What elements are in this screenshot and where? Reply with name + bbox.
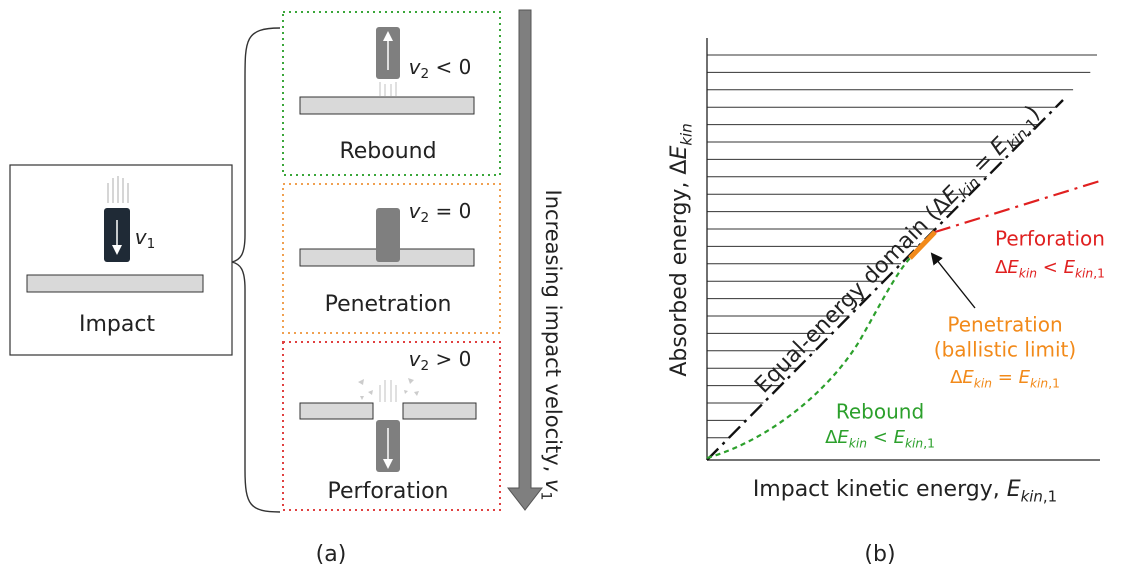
text-part: Equal-energy domain (	[750, 202, 944, 398]
text-part: E	[894, 427, 906, 448]
x-axis-label: Impact kinetic energy, Ekin,1	[753, 477, 1057, 505]
text-part: kin	[1030, 376, 1048, 390]
region-relation: ΔEkin = Ekin,1	[950, 367, 1060, 390]
region-name: Perforation	[995, 227, 1105, 251]
text-part: Δ	[667, 160, 692, 175]
text-part: < 0	[429, 55, 471, 79]
region-relation: ΔEkin < Ekin,1	[995, 257, 1105, 280]
text-part: ,1	[923, 436, 935, 450]
text-part: Impact kinetic energy,	[753, 477, 1007, 502]
text-part: E	[667, 146, 692, 160]
outcome-label: Rebound	[339, 139, 436, 164]
text-part: kin	[849, 436, 867, 450]
text-part: kin	[1075, 266, 1093, 280]
velocity-arrow	[508, 10, 542, 510]
text-part: 2	[420, 358, 429, 374]
text-part: ,1	[1043, 487, 1057, 505]
text-part: ,1	[1093, 266, 1105, 280]
text-part: kin	[974, 376, 992, 390]
caption: (a)	[316, 542, 347, 567]
caption: (b)	[864, 542, 895, 567]
text-part: kin	[905, 436, 923, 450]
text-part: kin	[677, 123, 695, 145]
figure: Impactv1Reboundv2 < 0Penetrationv2 = 0Pe…	[0, 0, 1123, 579]
text-part: kin	[1019, 266, 1037, 280]
impact-label: Impact	[79, 312, 155, 337]
text-part: E	[1019, 367, 1031, 388]
text-part: E	[1007, 257, 1019, 278]
region-name: Penetration	[947, 313, 1062, 337]
region-relation: ΔEkin < Ekin,1	[825, 427, 935, 450]
text-part: E	[837, 427, 849, 448]
text-part: Increasing impact velocity,	[541, 190, 565, 479]
text-part: 2	[420, 66, 429, 82]
outcome-condition: v2 > 0	[409, 347, 472, 375]
text-part: 1	[147, 236, 156, 252]
text-part: E	[1007, 477, 1021, 502]
text-part: Absorbed energy,	[667, 175, 692, 377]
outcome-label: Perforation	[328, 479, 449, 504]
outcome-label: Penetration	[325, 292, 452, 317]
region-name: Rebound	[836, 400, 924, 424]
text-part: = 0	[429, 199, 471, 223]
text-part: E	[1064, 257, 1076, 278]
text-part: =	[992, 367, 1019, 388]
brace	[232, 28, 280, 512]
text-part: ,1	[1048, 376, 1060, 390]
text-part: <	[1037, 257, 1064, 278]
text-part: Δ	[995, 257, 1008, 278]
text-part: v	[541, 479, 565, 492]
pointer-arrow	[932, 254, 975, 308]
text-part: <	[867, 427, 894, 448]
arrow-label: Increasing impact velocity, v1	[538, 190, 565, 501]
outcome-condition: v2 < 0	[409, 55, 472, 83]
text-part: kin	[1021, 487, 1043, 505]
text-part: 1	[538, 491, 554, 500]
region-note: (ballistic limit)	[934, 338, 1076, 362]
text-part: > 0	[429, 347, 471, 371]
text-part: 2	[420, 210, 429, 226]
y-axis-label: Absorbed energy, ΔEkin	[667, 123, 695, 376]
text-part: Δ	[950, 367, 963, 388]
text-part: E	[962, 367, 974, 388]
perforation-drawing	[300, 378, 476, 472]
outcome-condition: v2 = 0	[409, 199, 472, 227]
text-part: Δ	[825, 427, 838, 448]
